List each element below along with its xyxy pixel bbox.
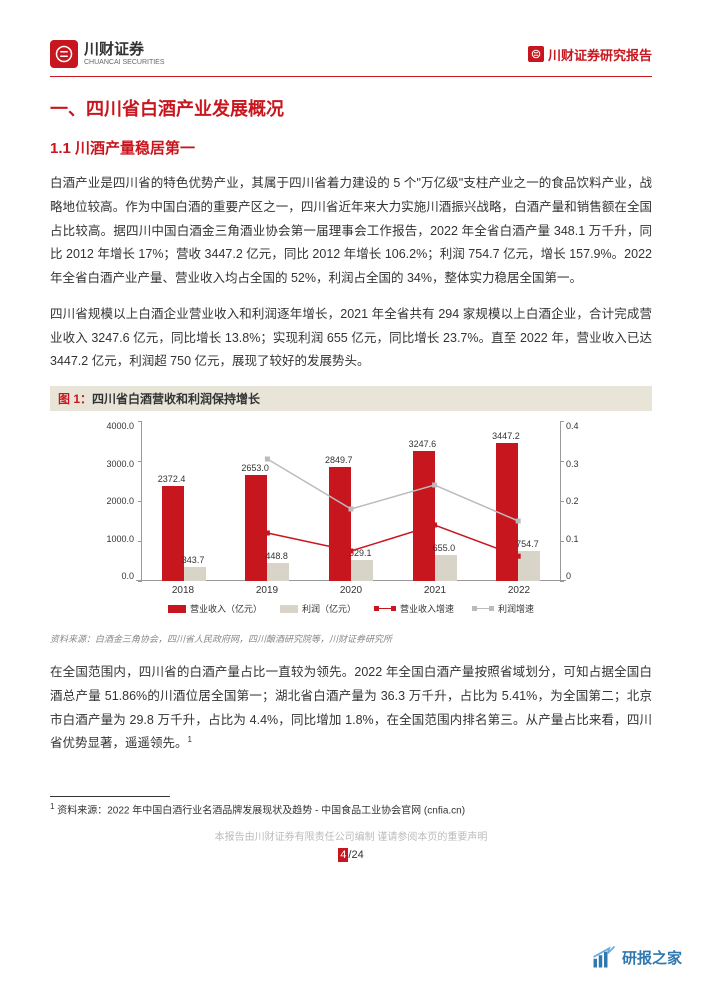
revenue-label: 2653.0	[241, 463, 269, 473]
watermark: 研报之家	[590, 943, 682, 971]
chart-legend: 营业收入（亿元） 利润（亿元） 营业收入增速 利润增速	[161, 602, 541, 615]
bar-group: 3247.6 655.0	[413, 451, 457, 581]
chart-area: 4000.0 3000.0 2000.0 1000.0 0.0 0.4 0.3 …	[50, 411, 652, 626]
bar-group: 2372.4 343.7	[162, 486, 206, 581]
profit-bar	[435, 555, 457, 581]
profit-label: 754.7	[516, 539, 539, 549]
bar-group: 3447.2 754.7	[496, 443, 540, 581]
page-footer: 本报告由川财证券有限责任公司编制 谨请参阅本页的重要声明 4/24	[50, 828, 652, 863]
header-right-label: 川财证券研究报告	[548, 45, 652, 64]
legend-profit-growth: 利润增速	[472, 602, 534, 615]
revenue-bar	[329, 467, 351, 581]
company-small-icon	[528, 46, 544, 62]
revenue-label: 3447.2	[492, 431, 520, 441]
paragraph-3: 在全国范围内，四川省的白酒产量占比一直较为领先。2022 年全国白酒产量按照省域…	[50, 661, 652, 756]
header-right: 川财证券研究报告	[528, 45, 652, 64]
company-name-en: CHUANCAI SECURITIES	[84, 59, 165, 66]
profit-label: 529.1	[349, 548, 372, 558]
legend-revenue-growth: 营业收入增速	[374, 602, 454, 615]
paragraph-1: 白酒产业是四川省的特色优势产业，其属于四川省着力建设的 5 个"万亿级"支柱产业…	[50, 172, 652, 291]
figure-title: 四川省白酒营收和利润保持增长	[92, 392, 260, 406]
company-logo-icon	[50, 40, 78, 68]
footnote-1: 1 资料来源：2022 年中国白酒行业名酒品牌发展现状及趋势 - 中国食品工业协…	[50, 801, 652, 818]
profit-bar	[518, 551, 540, 581]
figure-label: 图 1：	[58, 392, 92, 406]
bars-container: 2372.4 343.7 2653.0 448.8 2849.7 529.1 3…	[142, 421, 560, 581]
figure-title-bar: 图 1：四川省白酒营收和利润保持增长	[50, 386, 652, 411]
paragraph-2: 四川省规模以上白酒企业营业收入和利润逐年增长，2021 年全省共有 294 家规…	[50, 303, 652, 374]
profit-bar	[351, 560, 373, 581]
profit-label: 448.8	[265, 551, 288, 561]
bar-group: 2653.0 448.8	[245, 475, 289, 581]
section-heading-1: 一、四川省白酒产业发展概况	[50, 95, 652, 121]
x-axis-labels: 2018 2019 2020 2021 2022	[141, 585, 561, 596]
footer-disclaimer: 本报告由川财证券有限责任公司编制 谨请参阅本页的重要声明	[50, 828, 652, 843]
revenue-label: 2849.7	[325, 455, 353, 465]
page-header: 川财证券 CHUANCAI SECURITIES 川财证券研究报告	[50, 40, 652, 77]
profit-bar	[184, 567, 206, 581]
bar-group: 2849.7 529.1	[329, 467, 373, 581]
y-axis-left: 4000.0 3000.0 2000.0 1000.0 0.0	[92, 421, 134, 581]
revenue-bar	[496, 443, 518, 581]
profit-label: 655.0	[433, 543, 456, 553]
revenue-label: 3247.6	[409, 439, 437, 449]
legend-profit: 利润（亿元）	[280, 602, 356, 615]
figure-source: 资料来源：白酒金三角协会，四川省人民政府网，四川酿酒研究院等，川财证券研究所	[50, 632, 652, 645]
page-number: 4/24	[338, 845, 363, 863]
revenue-bar	[162, 486, 184, 581]
revenue-label: 2372.4	[158, 474, 186, 484]
profit-bar	[267, 563, 289, 581]
profit-label: 343.7	[182, 555, 205, 565]
logo-left: 川财证券 CHUANCAI SECURITIES	[50, 40, 165, 68]
section-heading-1-1: 1.1 川酒产量稳居第一	[50, 137, 652, 158]
legend-revenue: 营业收入（亿元）	[168, 602, 262, 615]
watermark-text: 研报之家	[622, 947, 682, 968]
footnote-separator	[50, 796, 170, 797]
watermark-icon	[590, 943, 618, 971]
revenue-profit-chart: 4000.0 3000.0 2000.0 1000.0 0.0 0.4 0.3 …	[141, 421, 561, 581]
footnote-marker: 1	[188, 735, 192, 744]
figure-1: 图 1：四川省白酒营收和利润保持增长 4000.0 3000.0 2000.0 …	[50, 386, 652, 645]
company-name-cn: 川财证券	[84, 42, 165, 57]
y-axis-right: 0.4 0.3 0.2 0.1 0	[566, 421, 596, 581]
revenue-bar	[245, 475, 267, 581]
revenue-bar	[413, 451, 435, 581]
